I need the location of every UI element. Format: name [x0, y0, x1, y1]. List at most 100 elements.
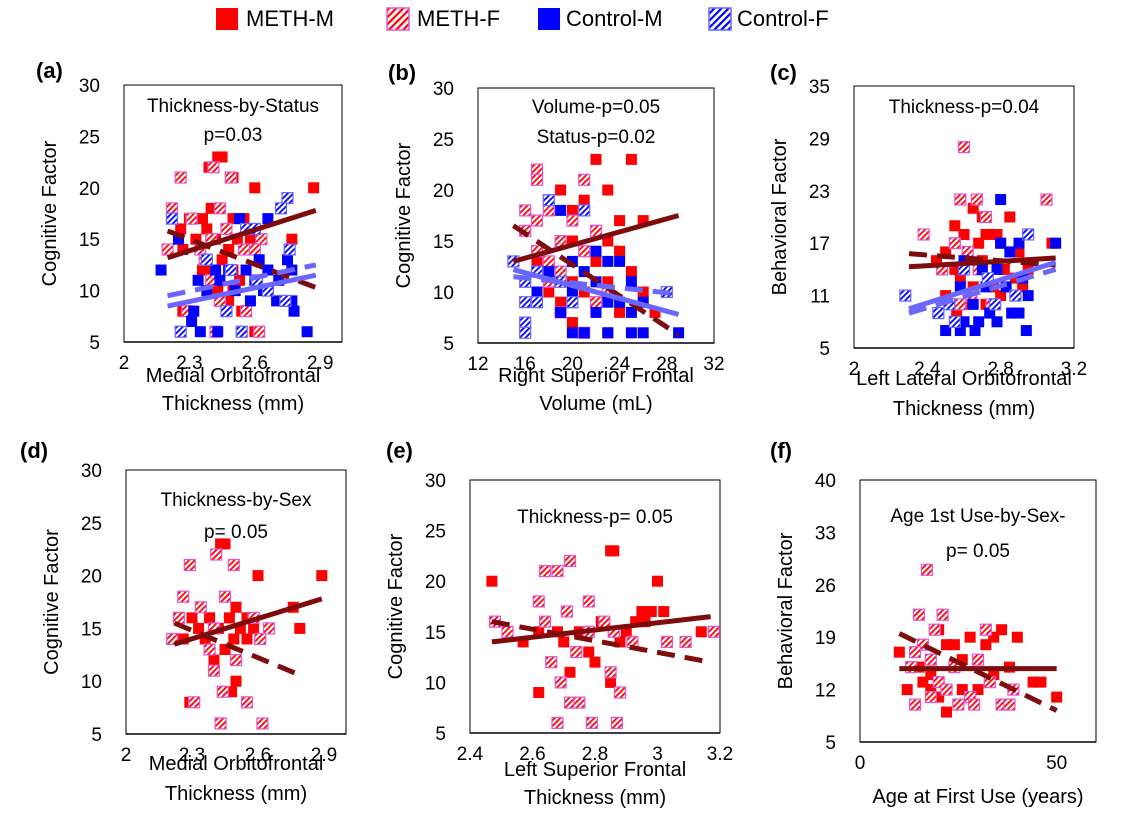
data-point — [899, 289, 912, 302]
data-point — [940, 683, 953, 696]
data-point — [208, 654, 220, 666]
data-point — [555, 184, 567, 196]
x-axis-label: Volume (mL) — [539, 393, 652, 415]
data-point — [155, 264, 167, 276]
data-point — [602, 235, 614, 247]
data-point — [185, 212, 198, 225]
series-control-f — [899, 228, 1035, 328]
data-point — [917, 676, 929, 688]
y-tick-label: 20 — [433, 181, 454, 202]
trend-line-meth-m — [166, 208, 317, 261]
y-tick-label: 17 — [809, 234, 830, 255]
x-tick-label: 2 — [119, 353, 130, 374]
data-point — [578, 194, 590, 206]
data-point — [625, 266, 637, 278]
data-point — [893, 646, 905, 658]
data-point — [988, 631, 1000, 643]
data-point — [957, 141, 971, 154]
data-point — [241, 633, 253, 645]
x-tick-label: 2.4 — [457, 744, 484, 765]
data-point — [177, 243, 189, 255]
trend-line-meth-f — [491, 619, 712, 665]
data-point — [637, 215, 649, 227]
data-point — [973, 316, 985, 328]
data-point — [984, 307, 996, 319]
data-point — [224, 263, 237, 277]
data-point — [231, 233, 243, 245]
data-point — [952, 698, 965, 711]
data-point — [212, 285, 224, 297]
trend-line-meth-f — [512, 223, 680, 337]
data-point — [248, 622, 260, 634]
data-point — [1009, 289, 1022, 302]
data-point — [229, 653, 243, 667]
data-point — [980, 228, 992, 240]
data-point — [530, 296, 544, 309]
data-point — [188, 305, 200, 317]
data-point — [563, 554, 577, 568]
data-point — [637, 327, 649, 339]
x-axis-label: Medial Orbitofrontal — [149, 753, 324, 775]
panel-a: (a) 5 10 15 20 25 30 2 2.3 2.6 2.9 Cognitive Factor… — [0, 50, 382, 420]
annotation-text: Age 1st Use-by-Sex- — [890, 506, 1065, 527]
data-point — [625, 153, 637, 165]
y-axis-label: Cognitive Factor — [393, 142, 415, 288]
y-tick-label: 25 — [79, 127, 100, 148]
panel-label: (b) — [388, 60, 416, 85]
legend-swatch-meth-f — [386, 7, 410, 31]
data-point — [193, 622, 205, 634]
data-point — [614, 636, 626, 648]
data-point — [204, 612, 216, 624]
y-tick-label: 10 — [433, 283, 454, 304]
x-axis-label: Age at First Use (years) — [872, 786, 1083, 808]
panel-d: (d) 5 10 15 20 25 30 2 2.3 2.6 2.9 Cognitive Factor… — [0, 420, 382, 832]
data-point — [177, 590, 190, 603]
data-point — [948, 315, 961, 328]
data-point — [1000, 281, 1012, 293]
data-point — [183, 558, 196, 572]
data-point — [614, 255, 626, 267]
data-point — [630, 616, 642, 628]
data-point — [218, 590, 232, 603]
data-point — [940, 325, 952, 337]
data-point — [625, 327, 637, 339]
legend-swatch-meth-m — [216, 8, 238, 30]
data-point — [602, 276, 614, 288]
x-tick-label: 3.2 — [707, 744, 733, 765]
data-point — [998, 263, 1010, 275]
data-point — [949, 220, 961, 232]
data-point — [161, 243, 174, 256]
data-point — [566, 255, 578, 267]
x-tick-label: 2 — [121, 745, 132, 766]
data-point — [531, 286, 543, 298]
data-point — [954, 272, 966, 284]
data-point — [555, 204, 567, 216]
data-point — [213, 202, 227, 215]
data-point — [239, 305, 253, 318]
y-tick-label: 12 — [815, 681, 836, 702]
data-point — [578, 173, 591, 186]
data-point — [262, 213, 274, 225]
data-point — [625, 276, 637, 288]
x-axis-label: Right Superior Frontal — [498, 365, 694, 387]
y-tick-label: 25 — [433, 130, 454, 151]
data-point — [614, 306, 626, 318]
data-point — [486, 575, 498, 587]
data-point — [679, 635, 692, 649]
data-point — [967, 202, 979, 214]
data-point — [1020, 325, 1032, 337]
chart-svg: (d) 5 10 15 20 25 30 2 2.3 2.6 2.9 Cognitive Factor… — [20, 438, 347, 805]
data-point — [941, 639, 953, 651]
x-tick-label: 2.8 — [582, 744, 608, 765]
trend-line-control-f — [908, 267, 1057, 316]
data-point — [201, 223, 213, 235]
trend-line-meth-m — [908, 255, 1056, 270]
data-point — [1022, 290, 1034, 302]
data-point — [519, 296, 532, 309]
y-tick-label: 30 — [425, 471, 446, 492]
y-axis-label: Behavioral Factor — [775, 532, 797, 689]
panel-label: (d) — [20, 438, 48, 463]
data-point — [589, 224, 603, 237]
panel-f: (f) 5 12 19 26 33 40 0 50 Behavioral Factor Age at… — [764, 420, 1146, 832]
data-point — [542, 194, 555, 207]
